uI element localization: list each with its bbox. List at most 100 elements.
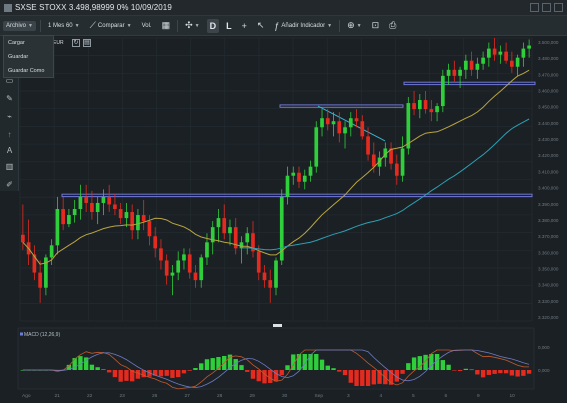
macd-histogram-bar	[216, 357, 221, 370]
candle-body	[228, 227, 232, 234]
close-icon[interactable]	[554, 3, 563, 12]
macd-histogram-bar	[411, 357, 417, 370]
line-chart-icon: ⟋	[89, 20, 96, 30]
draw-d-button[interactable]: D	[206, 18, 220, 33]
macd-histogram-bar	[170, 370, 175, 378]
candle-body	[337, 121, 342, 134]
lock-icon: ⊡	[371, 20, 380, 30]
brush-icon[interactable]: ✎	[6, 94, 13, 103]
refresh-icon[interactable]: ↻	[72, 39, 80, 47]
toolbar-divider	[39, 19, 41, 32]
crosshair-button[interactable]: ✣ ▼	[182, 18, 203, 33]
y-tick-label: 3.390,000	[538, 202, 559, 207]
candle-body	[205, 242, 209, 258]
macd-histogram-bar	[204, 359, 210, 370]
macd-histogram-bar	[164, 370, 169, 376]
candle-body	[256, 251, 261, 273]
y-tick-label: 3.330,000	[538, 299, 559, 304]
toolbar-divider	[177, 19, 179, 32]
candle-body	[348, 118, 353, 128]
candle-body	[268, 280, 273, 288]
candle-body	[239, 242, 244, 249]
menu-item-guardar[interactable]: Guardar	[8, 54, 29, 60]
chart-area[interactable]: 3.500,000 3.480,000 3.470,000 3.460,000 3.45…	[0, 36, 567, 403]
candle-body	[233, 227, 238, 249]
pen-icon[interactable]: ✐	[6, 180, 13, 189]
window-title: SXSE STOXX 3.498,98999 0% 10/09/2019	[15, 3, 172, 12]
pencil-icon[interactable]: ⌁	[7, 112, 12, 121]
x-tick-label: 21	[55, 393, 61, 399]
candle-body	[383, 148, 388, 158]
archivo-dropdown: Cargar Guardar Guardar Como	[3, 35, 54, 78]
settings-icon[interactable]: ▤	[83, 39, 91, 47]
minimize-icon[interactable]	[530, 3, 539, 12]
indicator-button[interactable]: ƒ Añadir Indicador ▼	[271, 19, 335, 33]
maximize-icon[interactable]	[542, 3, 551, 12]
candle-body	[113, 204, 117, 210]
currency-label: EUR	[52, 40, 65, 46]
macd-panel: MACD (12,26,9) 0,000 0,000	[17, 327, 550, 390]
macd-histogram-bar	[492, 370, 497, 374]
macd-histogram-bar	[129, 370, 135, 382]
trash-icon[interactable]: ▥	[5, 162, 14, 171]
macd-histogram-bar	[515, 370, 520, 377]
candle-body	[124, 212, 129, 219]
volume-label: Vol.	[141, 22, 152, 29]
x-tick-label: 29	[250, 393, 256, 399]
macd-label: MACD (12,26,9)	[24, 332, 60, 338]
volume-button[interactable]: Vol.	[139, 21, 155, 31]
candle-body	[446, 69, 451, 76]
macd-histogram-bar	[302, 354, 307, 370]
archivo-menu-button[interactable]: Archivo ▼	[3, 20, 36, 31]
candle-body	[371, 154, 376, 167]
candle-body	[285, 175, 290, 197]
candle-body	[274, 260, 278, 288]
candle-body	[498, 51, 503, 55]
macd-histogram-bar	[147, 370, 152, 377]
lock-button[interactable]: ⊡	[369, 18, 383, 33]
y-tick-label: 3.440,000	[538, 121, 559, 126]
rectangle-icon[interactable]: ▭	[5, 76, 14, 85]
macd-histogram-bar	[342, 370, 348, 376]
macd-histogram-bar	[112, 370, 118, 378]
timeframe-button[interactable]: 1 Mes 60 ▼	[45, 21, 83, 31]
print-button[interactable]: ⎙	[386, 18, 399, 33]
candle-body	[527, 45, 531, 49]
compare-button[interactable]: ⟋ Comparar ▼	[87, 18, 135, 33]
resistance-level	[279, 104, 404, 108]
cursor-button[interactable]: ↖	[254, 18, 268, 33]
x-tick-label: 5	[412, 393, 415, 399]
macd-histogram-bar	[360, 370, 365, 386]
y-tick-label: 3.340,000	[538, 283, 559, 288]
candle-body	[406, 103, 411, 149]
grid-button[interactable]: ▦	[159, 18, 174, 33]
menu-item-guardar-como[interactable]: Guardar Como	[8, 68, 45, 74]
candle-body	[510, 60, 514, 67]
candle-body	[118, 209, 123, 219]
arrow-up-icon[interactable]: ↑	[7, 130, 12, 139]
chevron-down-icon: ▼	[356, 22, 362, 29]
candle-body	[464, 60, 468, 70]
draw-l-button[interactable]: L	[226, 20, 232, 31]
candle-body	[199, 257, 204, 281]
print-icon: ⎙	[389, 20, 397, 30]
x-tick-label: 30	[282, 393, 288, 399]
price-chart[interactable]: 3.500,000 3.480,000 3.470,000 3.460,000 3.45…	[0, 36, 567, 403]
macd-histogram-bar	[296, 354, 302, 370]
candle-body	[394, 163, 399, 176]
candle-body	[360, 121, 365, 137]
y-tick-label: 3.360,000	[538, 250, 559, 255]
macd-histogram-bar	[423, 354, 428, 370]
zoom-button[interactable]: ⊕ ▼	[344, 18, 365, 33]
y-tick-label: 3.450,000	[538, 105, 559, 110]
candle-body	[481, 57, 485, 64]
menu-item-cargar[interactable]: Cargar	[8, 40, 25, 46]
candle-body	[141, 215, 146, 222]
candle-body	[279, 196, 284, 261]
text-icon[interactable]: A	[6, 146, 13, 155]
y-tick-label: 3.420,000	[538, 153, 559, 158]
add-crosshair-button[interactable]: +	[239, 19, 250, 33]
macd-histogram-bar	[331, 368, 336, 370]
macd-histogram-bar	[55, 370, 60, 372]
candle-body	[147, 221, 152, 237]
